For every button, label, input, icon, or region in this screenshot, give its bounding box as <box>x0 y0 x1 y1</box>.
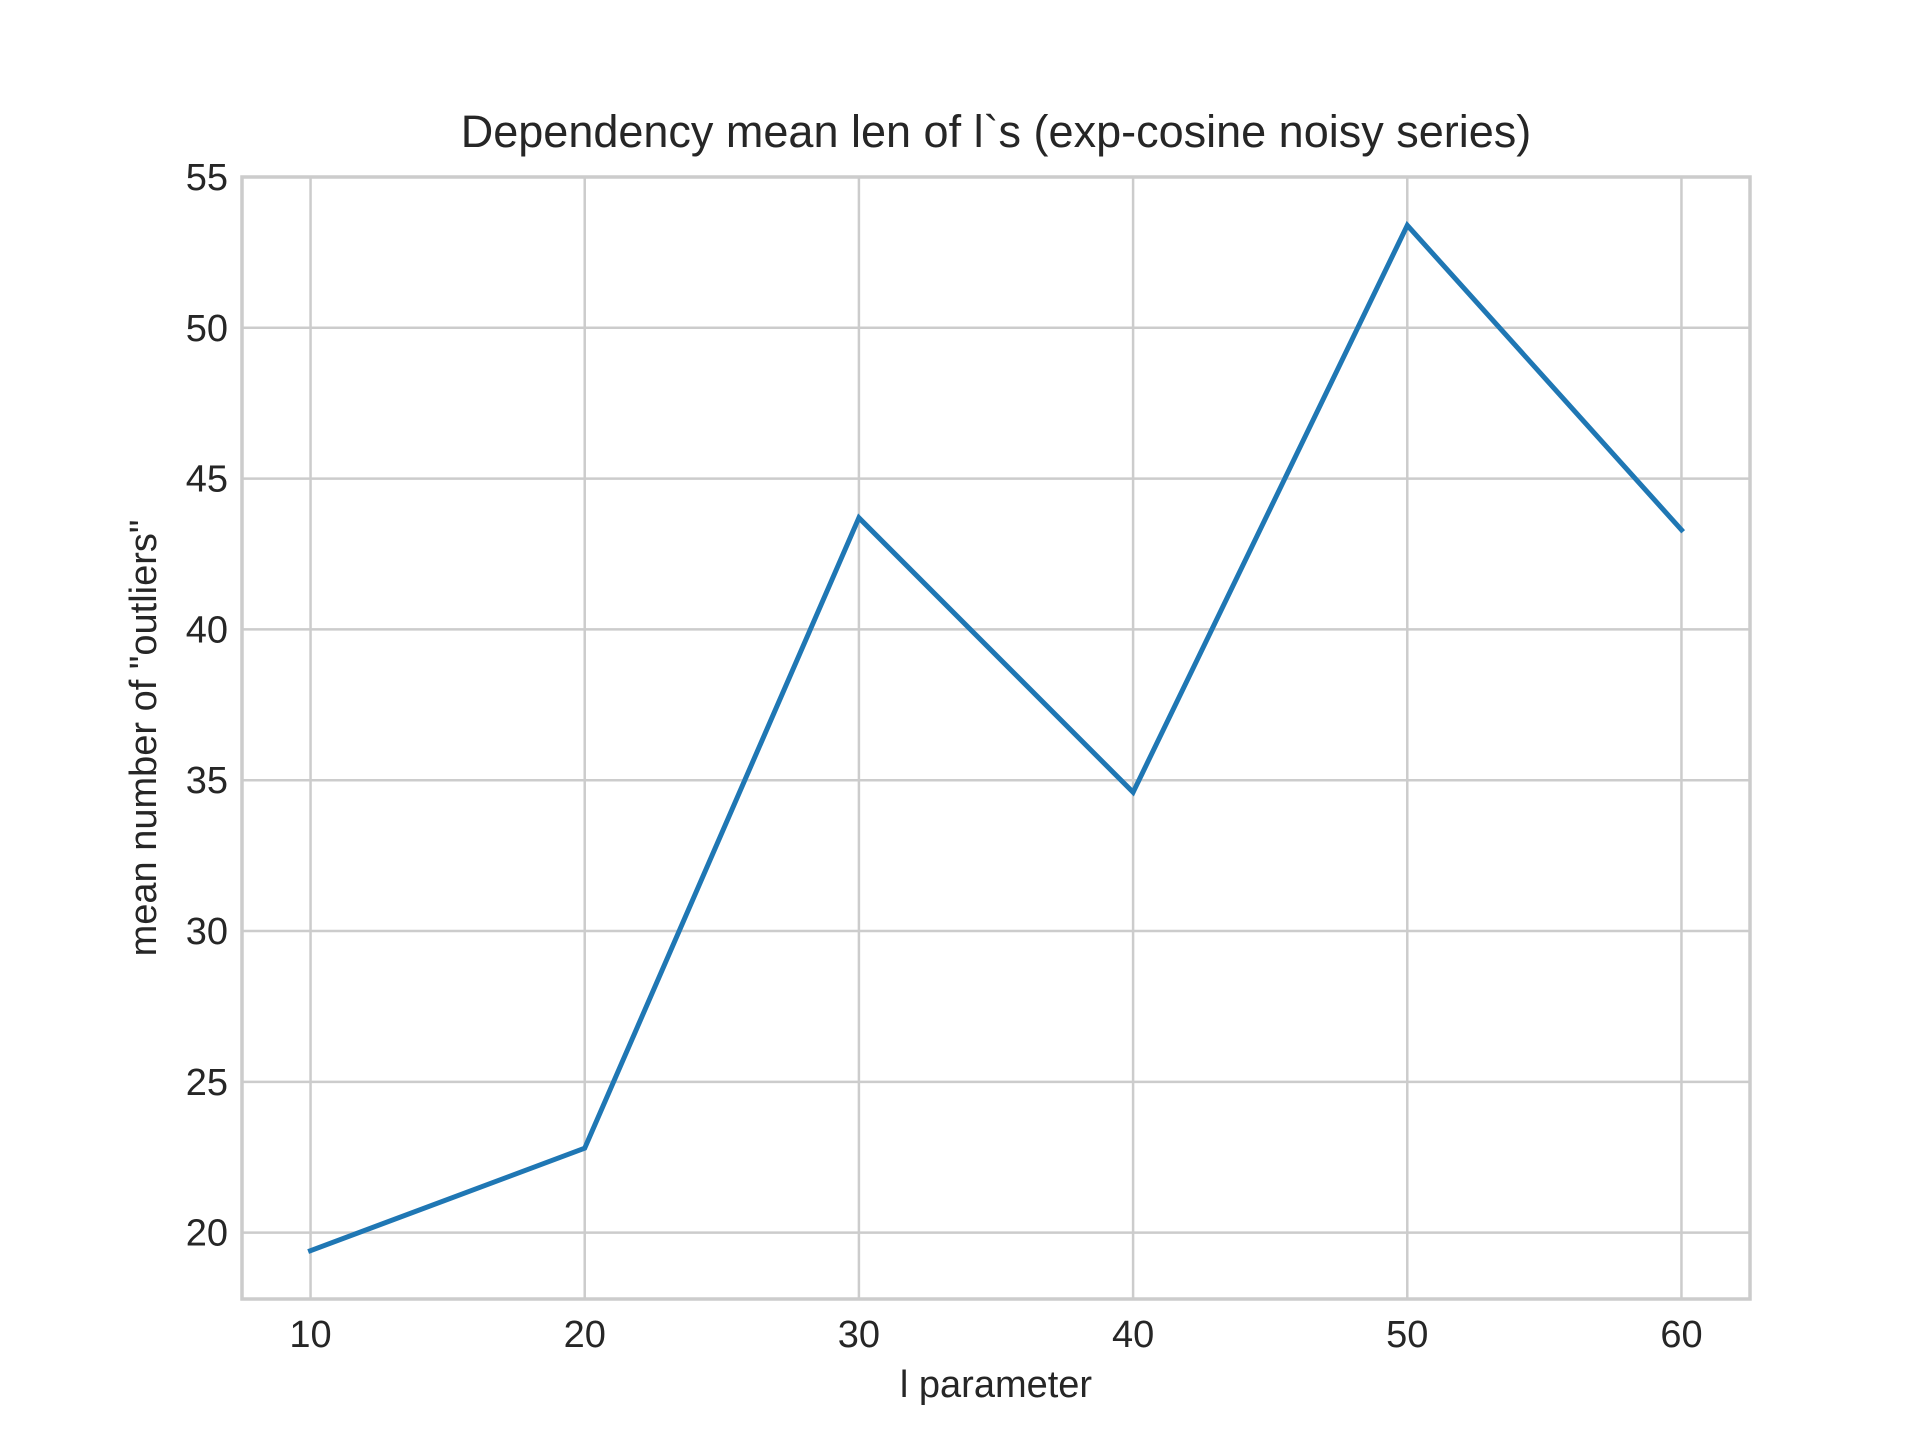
y-tick-label: 35 <box>186 760 228 802</box>
y-axis-label: mean number of "outliers" <box>123 520 165 957</box>
y-tick-label: 25 <box>186 1062 228 1104</box>
x-tick-label: 40 <box>1112 1314 1154 1356</box>
x-tick-labels: 10 20 30 40 50 60 <box>289 1314 1702 1356</box>
y-tick-label: 20 <box>186 1213 228 1255</box>
x-axis-label: l parameter <box>900 1364 1093 1406</box>
y-tick-label: 55 <box>186 157 228 199</box>
chart-title: Dependency mean len of l`s (exp-cosine n… <box>461 106 1532 157</box>
y-tick-label: 45 <box>186 459 228 501</box>
series-line-0 <box>307 220 1686 1254</box>
y-tick-label: 30 <box>186 911 228 953</box>
plot-area-frame <box>240 175 1752 1301</box>
x-tick-label: 50 <box>1386 1314 1428 1356</box>
y-tick-label: 40 <box>186 609 228 651</box>
y-tick-label: 50 <box>186 308 228 350</box>
x-tick-label: 30 <box>838 1314 880 1356</box>
x-tick-label: 20 <box>564 1314 606 1356</box>
series-layer <box>307 220 1686 1254</box>
grid-lines <box>242 175 1750 1299</box>
y-tick-labels: 20 25 30 35 40 45 50 55 <box>186 157 228 1255</box>
x-tick-label: 10 <box>289 1314 331 1356</box>
x-tick-label: 60 <box>1660 1314 1702 1356</box>
